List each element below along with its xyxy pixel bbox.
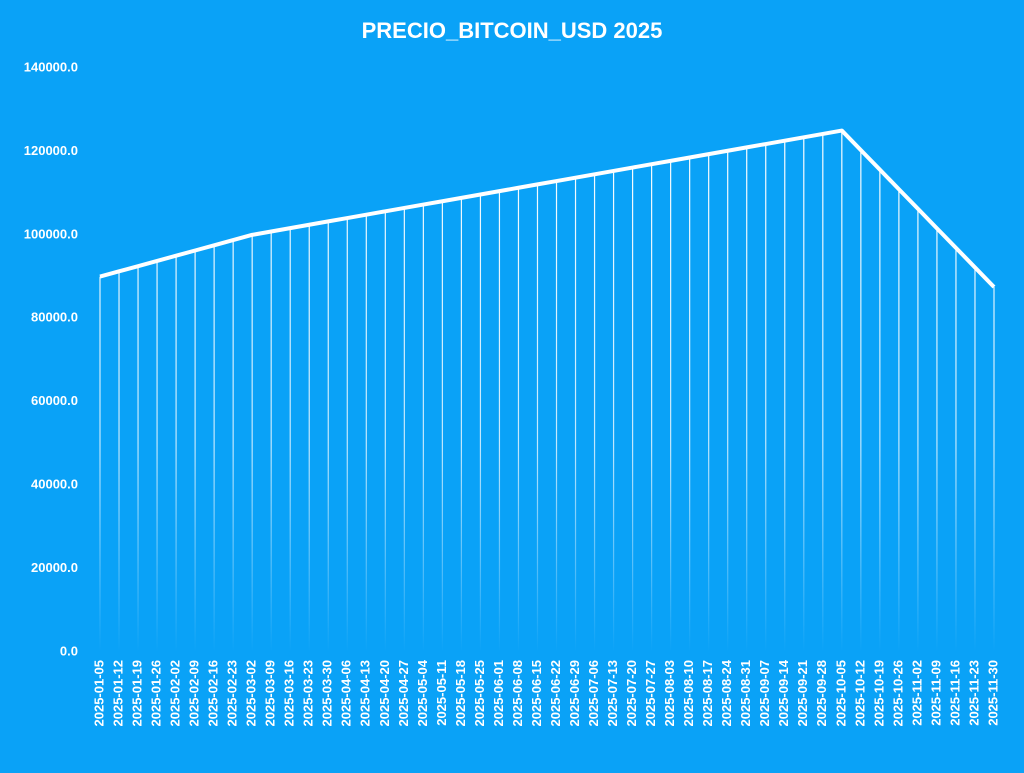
x-tick-label: 2025-11-02 bbox=[909, 660, 924, 726]
y-tick-label: 100000.0 bbox=[24, 226, 78, 241]
x-tick-label: 2025-06-15 bbox=[529, 660, 544, 727]
chart-title: PRECIO_BITCOIN_USD 2025 bbox=[362, 18, 663, 43]
x-tick-label: 2025-10-26 bbox=[890, 660, 905, 727]
x-tick-label: 2025-04-06 bbox=[339, 660, 354, 727]
x-tick-label: 2025-06-22 bbox=[548, 660, 563, 727]
y-tick-label: 80000.0 bbox=[31, 310, 78, 325]
x-tick-label: 2025-06-29 bbox=[567, 660, 582, 727]
x-tick-label: 2025-01-19 bbox=[129, 660, 144, 727]
x-tick-label: 2025-04-13 bbox=[358, 660, 373, 727]
x-tick-label: 2025-11-09 bbox=[928, 660, 943, 726]
x-tick-label: 2025-03-09 bbox=[263, 660, 278, 727]
x-tick-label: 2025-02-09 bbox=[187, 660, 202, 727]
price-line bbox=[99, 128, 996, 289]
x-tick-label: 2025-05-04 bbox=[415, 659, 430, 726]
x-tick-label: 2025-09-28 bbox=[814, 660, 829, 727]
x-tick-label: 2025-08-03 bbox=[662, 660, 677, 727]
x-tick-label: 2025-05-18 bbox=[453, 660, 468, 727]
x-tick-label: 2025-08-24 bbox=[719, 659, 734, 726]
x-tick-label: 2025-01-12 bbox=[110, 660, 125, 727]
x-tick-label: 2025-06-01 bbox=[491, 660, 506, 727]
y-tick-label: 120000.0 bbox=[24, 143, 78, 158]
y-tick-label: 140000.0 bbox=[24, 59, 78, 74]
x-tick-label: 2025-08-17 bbox=[700, 660, 715, 727]
x-tick-label: 2025-07-06 bbox=[586, 660, 601, 727]
x-tick-label: 2025-07-27 bbox=[643, 660, 658, 727]
x-tick-label: 2025-05-25 bbox=[472, 660, 487, 727]
x-tick-label: 2025-05-11 bbox=[434, 660, 449, 726]
x-tick-label: 2025-03-02 bbox=[244, 660, 259, 727]
x-tick-label: 2025-11-30 bbox=[985, 660, 1000, 726]
x-tick-label: 2025-01-05 bbox=[91, 660, 106, 727]
y-tick-label: 40000.0 bbox=[31, 477, 78, 492]
y-tick-label: 0.0 bbox=[60, 643, 78, 658]
x-tick-label: 2025-07-13 bbox=[605, 660, 620, 727]
x-tick-label: 2025-09-14 bbox=[776, 659, 791, 726]
x-tick-label: 2025-11-23 bbox=[966, 660, 981, 726]
x-tick-label: 2025-10-05 bbox=[833, 660, 848, 727]
x-tick-label: 2025-11-16 bbox=[947, 660, 962, 726]
x-tick-label: 2025-08-10 bbox=[681, 660, 696, 727]
x-tick-label: 2025-03-30 bbox=[320, 660, 335, 727]
x-tick-label: 2025-09-07 bbox=[757, 660, 772, 727]
x-tick-label: 2025-10-19 bbox=[871, 660, 886, 727]
x-tick-label: 2025-02-16 bbox=[206, 660, 221, 727]
x-tick-label: 2025-04-27 bbox=[396, 660, 411, 727]
x-tick-label: 2025-02-02 bbox=[168, 660, 183, 727]
y-tick-label: 60000.0 bbox=[31, 393, 78, 408]
x-tick-label: 2025-03-16 bbox=[282, 660, 297, 727]
x-tick-label: 2025-07-20 bbox=[624, 660, 639, 727]
x-tick-label: 2025-04-20 bbox=[377, 660, 392, 727]
x-tick-label: 2025-02-23 bbox=[225, 660, 240, 727]
x-tick-label: 2025-06-08 bbox=[510, 660, 525, 727]
x-tick-label: 2025-09-21 bbox=[795, 660, 810, 727]
y-tick-label: 20000.0 bbox=[31, 560, 78, 575]
x-tick-label: 2025-10-12 bbox=[852, 660, 867, 727]
x-tick-label: 2025-01-26 bbox=[149, 660, 164, 727]
x-tick-label: 2025-03-23 bbox=[301, 660, 316, 727]
x-tick-label: 2025-08-31 bbox=[738, 660, 753, 727]
